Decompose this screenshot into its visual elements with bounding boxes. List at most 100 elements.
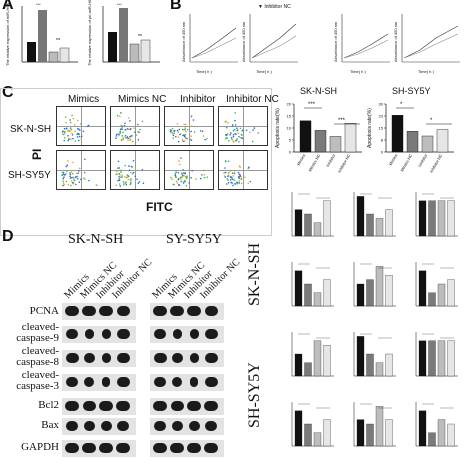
quant-bar [428,200,436,237]
blot-row [150,398,224,415]
quant-bar [447,340,455,377]
panel-a-ylabel-2: The relative expression of pri-miR-H6NJN [87,0,92,66]
blot-row [150,350,224,367]
flow-col-inhibitor-nc: Inhibitor NC [226,94,279,105]
quant-chart-8 [415,332,458,377]
x-tick-label: Mimics NC [399,153,413,172]
bar-mimics [299,120,312,153]
y-tick-label: 30 [379,102,384,107]
quant-chart-5 [415,262,458,307]
quant-bar [366,279,374,307]
growth-curve-4 [401,14,460,63]
blot-band [99,443,113,453]
blot-band [153,353,167,363]
quant-bar [428,432,436,447]
quant-bar [304,283,312,307]
x-tick-label: Mimics [296,153,307,166]
blot-band [204,306,218,316]
svg-text:***: *** [36,2,41,7]
quant-bar [294,270,303,307]
quant-bar [304,362,312,377]
quant-bar [356,336,365,377]
y-tick-label: 15 [379,126,384,131]
quant-bar [313,340,322,377]
blot-row [62,398,136,415]
quant-bar [313,292,322,307]
blot-band [153,306,167,316]
quant-bar [323,419,331,447]
panel-b-ylabel-3: Absorbance of 450 nm [333,21,338,62]
bar-mimics-nc [314,130,327,153]
flow-row-sh-sy5y: SH-SY5Y [8,170,51,181]
blot-band [187,306,201,316]
quant-bar [304,423,312,447]
blot-band [116,401,130,411]
blot-title-sk-n-sh: SK-N-SH [68,232,124,247]
blot-band [66,377,78,387]
quant-bar [304,213,312,237]
quant-bar [375,218,384,237]
quant-bar [385,275,393,307]
flow-col-mimics-nc: Mimics NC [118,94,167,105]
blot-band [82,443,96,453]
blot-band [116,329,130,339]
blot-band [204,377,218,387]
blot-band [66,421,78,431]
quant-bar [437,200,446,237]
blot-band [204,443,218,453]
blot-band [172,377,182,387]
y-tick-label: 20 [287,102,292,107]
quant-bar [447,423,455,447]
y-tick-label: 0 [289,150,292,155]
quant-chart-6 [291,332,334,377]
x-tick-label: Inhibitor [417,152,429,167]
blot-band [101,329,111,339]
quant-bar [437,419,446,447]
blot-band [84,377,94,387]
protein-cleaved-caspase-3: cleaved- caspase-3 [3,370,59,392]
blot-band [116,443,130,453]
growth-curve-1 [189,14,238,63]
protein-bcl2: Bcl2 [38,399,59,411]
blot-band [84,329,94,339]
panel-b-ylabel-4: Absorbance of 450 nm [393,21,398,62]
quant-bar [447,279,455,307]
apoptosis-chart-sh-sy5y: 0 8 15 23 30 Mimics Mimics NC Inhibitor Inhibito… [379,102,454,174]
quantification-bar-charts [291,192,458,447]
quant-chart-1 [353,192,396,237]
blot-band [189,329,199,339]
quant-bar [447,200,455,237]
blot-band [189,353,199,363]
blot-row [150,440,224,457]
blot-band [101,353,111,363]
svg-text:***: *** [117,2,122,7]
protein-cleaved-caspase-8: cleaved- caspase-8 [3,346,59,368]
panel-b-label: B [170,0,182,13]
protein-cleaved-caspase-8-text: cleaved- caspase-8 [16,345,59,368]
panel-b-ylabel-1: Absorbance of 450 nm [181,21,186,62]
quant-bar [428,340,436,377]
quant-bar [428,292,436,307]
quant-bar [323,279,331,307]
legend-marker-icon: ▼ [258,4,263,10]
quant-bar [356,196,365,237]
panel-c-label: C [2,84,14,101]
blot-band [204,401,218,411]
quant-bar [385,209,393,237]
flow-plot-sk-mimics-nc [110,106,160,146]
panel-a-chart-2: *** ns [102,2,160,63]
blot-row [62,350,136,367]
bar-mimics [391,115,404,153]
y-tick-label: 5 [289,138,292,143]
blot-band [99,306,113,316]
y-tick-label: 0 [381,150,384,155]
protein-cleaved-caspase-3-text: cleaved- caspase-3 [16,369,59,392]
quant-chart-11 [415,402,458,447]
quant-bar [366,353,374,377]
blot-band [65,401,79,411]
blot-row [150,326,224,343]
blot-band [171,421,183,431]
quant-side-label-sh-sy5y: SH-SY5Y [246,362,263,428]
quant-bar [323,200,331,237]
quant-chart-4 [353,262,396,307]
